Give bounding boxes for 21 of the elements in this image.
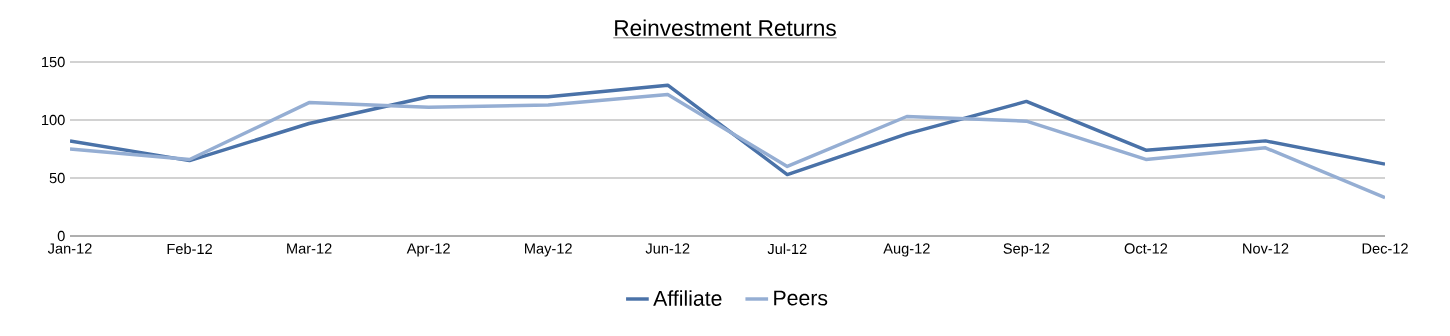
x-tick-label: Oct-12 (1124, 243, 1168, 254)
line-series (70, 83, 1386, 177)
x-tick-label: Jul-12 (767, 243, 807, 255)
x-tick-label: Jun-12 (645, 243, 690, 254)
legend-label: Peers (774, 290, 828, 306)
x-tick-label: Apr-12 (406, 243, 450, 257)
legend-label: Affiliate (653, 290, 722, 306)
x-tick-label: Sep-12 (1003, 243, 1050, 257)
y-tick-label: 50 (49, 172, 65, 184)
x-tick-label: Mar-12 (287, 243, 332, 254)
x-tick-label: May-12 (525, 243, 572, 257)
x-tick-label: Feb-12 (167, 243, 212, 255)
y-tick-label: 100 (42, 114, 65, 126)
x-tick-label: Nov-12 (1243, 243, 1289, 254)
x-tick-label: Jan-12 (47, 243, 92, 254)
x-tick-label: Aug-12 (883, 243, 930, 257)
y-tick-label: 150 (42, 56, 65, 68)
chart-title: Reinvestment Returns (615, 19, 836, 36)
line-series (70, 92, 1386, 200)
y-tick-label: 0 (57, 230, 65, 242)
x-tick-label: Dec-12 (1362, 243, 1408, 254)
